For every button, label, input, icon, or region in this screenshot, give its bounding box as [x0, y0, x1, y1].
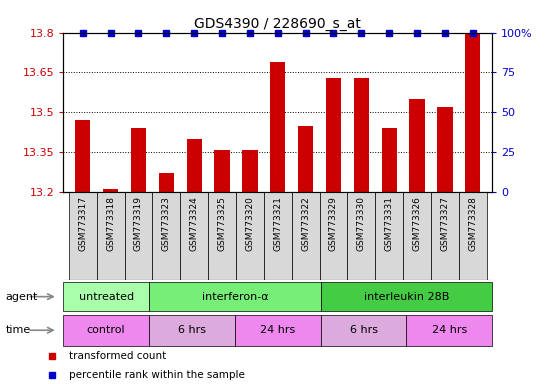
- Bar: [264, 192, 292, 280]
- Bar: [321, 282, 492, 311]
- Text: 24 hrs: 24 hrs: [432, 325, 467, 335]
- Bar: [431, 192, 459, 280]
- Text: time: time: [6, 325, 31, 335]
- Text: GSM773319: GSM773319: [134, 197, 143, 252]
- Bar: [403, 192, 431, 280]
- Text: GSM773320: GSM773320: [245, 197, 255, 251]
- Text: GSM773327: GSM773327: [441, 197, 449, 251]
- Text: GSM773322: GSM773322: [301, 197, 310, 251]
- Bar: [103, 189, 118, 192]
- Text: GSM773328: GSM773328: [468, 197, 477, 251]
- Text: interleukin 28B: interleukin 28B: [364, 291, 449, 302]
- Bar: [437, 107, 453, 192]
- Text: 6 hrs: 6 hrs: [178, 325, 206, 335]
- Text: GSM773323: GSM773323: [162, 197, 171, 251]
- Bar: [326, 78, 341, 192]
- Bar: [270, 62, 285, 192]
- Bar: [235, 315, 321, 346]
- Text: control: control: [87, 325, 125, 335]
- Bar: [236, 192, 264, 280]
- Text: GSM773329: GSM773329: [329, 197, 338, 251]
- Bar: [375, 192, 403, 280]
- Bar: [131, 128, 146, 192]
- Text: GSM773324: GSM773324: [190, 197, 199, 251]
- Bar: [348, 192, 375, 280]
- Bar: [382, 128, 397, 192]
- Bar: [298, 126, 314, 192]
- Bar: [180, 192, 208, 280]
- Bar: [465, 33, 480, 192]
- Bar: [320, 192, 348, 280]
- Text: GSM773321: GSM773321: [273, 197, 282, 251]
- Bar: [242, 149, 257, 192]
- Text: GSM773326: GSM773326: [412, 197, 421, 251]
- Bar: [459, 192, 487, 280]
- Text: percentile rank within the sample: percentile rank within the sample: [69, 369, 245, 379]
- Text: untreated: untreated: [79, 291, 134, 302]
- Bar: [63, 282, 149, 311]
- Bar: [63, 315, 149, 346]
- Bar: [97, 192, 124, 280]
- Bar: [69, 192, 97, 280]
- Bar: [354, 78, 369, 192]
- Text: GSM773330: GSM773330: [357, 197, 366, 252]
- Bar: [321, 315, 406, 346]
- Text: GDS4390 / 228690_s_at: GDS4390 / 228690_s_at: [194, 17, 361, 31]
- Bar: [124, 192, 152, 280]
- Bar: [292, 192, 320, 280]
- Bar: [152, 192, 180, 280]
- Bar: [75, 120, 90, 192]
- Text: interferon-α: interferon-α: [201, 291, 268, 302]
- Text: 24 hrs: 24 hrs: [260, 325, 295, 335]
- Bar: [186, 139, 202, 192]
- Bar: [214, 149, 230, 192]
- Bar: [149, 315, 235, 346]
- Text: GSM773325: GSM773325: [218, 197, 227, 251]
- Text: GSM773318: GSM773318: [106, 197, 115, 252]
- Text: agent: agent: [6, 291, 38, 302]
- Bar: [158, 174, 174, 192]
- Bar: [406, 315, 492, 346]
- Bar: [149, 282, 321, 311]
- Bar: [409, 99, 425, 192]
- Text: transformed count: transformed count: [69, 351, 166, 361]
- Bar: [208, 192, 236, 280]
- Text: 6 hrs: 6 hrs: [350, 325, 377, 335]
- Text: GSM773317: GSM773317: [78, 197, 87, 252]
- Text: GSM773331: GSM773331: [384, 197, 394, 252]
